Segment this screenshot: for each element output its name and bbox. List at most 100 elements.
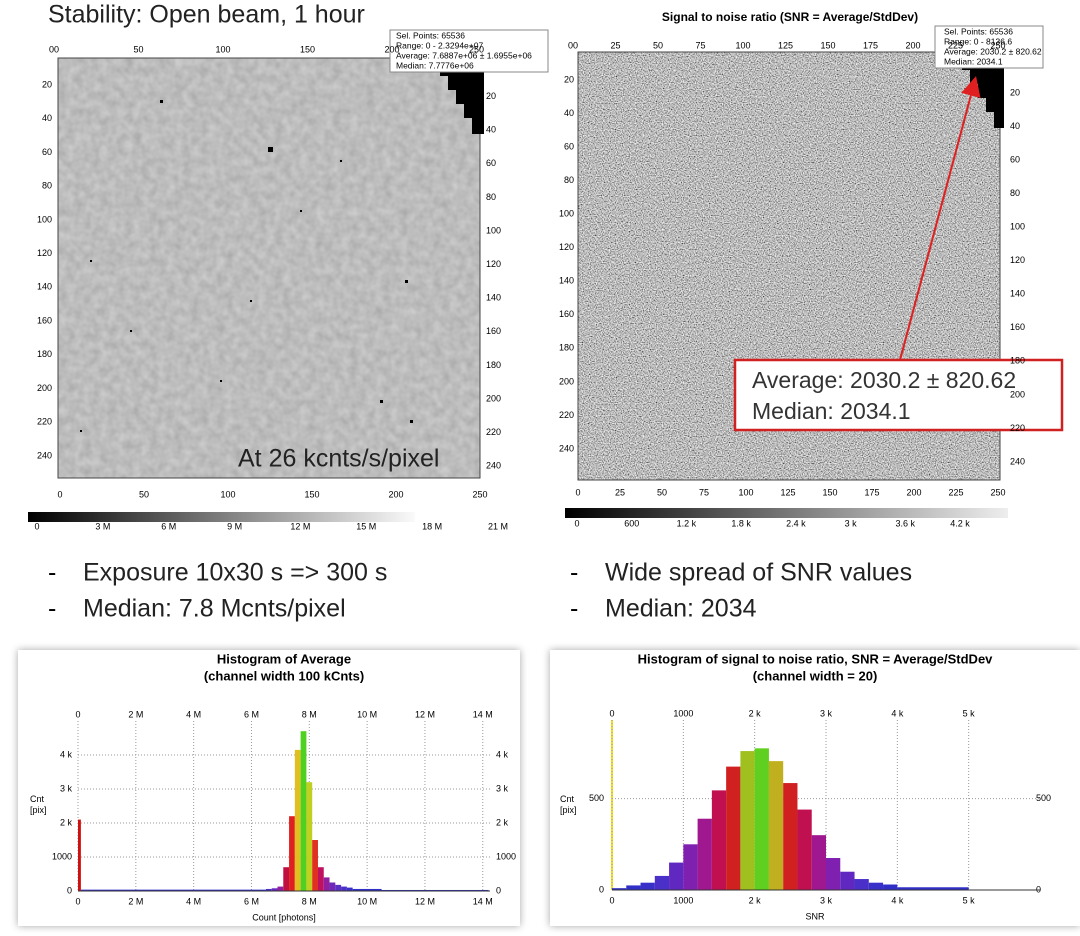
bullet-text: Median: 7.8 Mcnts/pixel <box>83 595 346 623</box>
x-tick-label: 50 <box>139 489 149 499</box>
histogram-bar <box>854 879 869 890</box>
x-tick-label: 5 k <box>963 895 976 905</box>
histogram-bar <box>294 749 301 891</box>
y-tick-label: 1000 <box>52 851 72 861</box>
histogram-bar <box>80 889 266 891</box>
histogram-bar <box>335 884 342 891</box>
info-line: Range: 0 - 8136.6 <box>944 36 1012 46</box>
x-tick-label: 8 M <box>302 896 317 906</box>
y-tick-label: 120 <box>559 242 574 252</box>
colorbar-tick-label: 3.6 k <box>896 518 916 528</box>
histogram-bar <box>654 875 670 890</box>
histogram-bar <box>826 858 841 890</box>
y-axis-label: Cnt [pix] <box>30 794 47 815</box>
info-line: Median: 2034.1 <box>944 56 1003 66</box>
x-tick-label: 125 <box>778 40 793 50</box>
y-tick-label: 500 <box>589 793 604 803</box>
x-tick-label: 0 <box>609 708 614 718</box>
colorbar <box>565 508 1008 518</box>
colorbar-tick-label: 3 M <box>95 521 110 531</box>
dead-pixels <box>80 100 413 432</box>
svg-text:-: - <box>570 595 578 623</box>
x-tick-label: 6 M <box>244 709 259 719</box>
y-tick-label: 20 <box>42 79 52 89</box>
histogram-bar <box>840 871 855 890</box>
x-tick-label: 14 M <box>473 709 493 719</box>
x-tick-label: 4 k <box>891 895 904 905</box>
histogram-bar <box>300 731 307 891</box>
x-tick-label: 225 <box>948 40 963 50</box>
y-tick-label: 120 <box>37 248 52 258</box>
map-overlay: At 26 kcnts/s/pixel <box>238 445 439 473</box>
x-tick-label: 25 <box>610 40 620 50</box>
x-tick-label: 0 <box>609 895 614 905</box>
x-tick-label: 250 <box>990 487 1005 497</box>
x-tick-label: 2 M <box>128 896 143 906</box>
y-tick-label: 60 <box>1010 154 1020 164</box>
y-tick-label: 220 <box>559 410 574 420</box>
map-frame <box>577 51 1001 481</box>
y-tick-label: 140 <box>486 293 501 303</box>
x-tick-label: 2 k <box>749 895 762 905</box>
y-tick-label: 2 k <box>60 817 73 827</box>
y-tick-label: 220 <box>1010 423 1025 433</box>
x-tick-label: 4 k <box>891 708 904 718</box>
colorbar-tick-label: 15 M <box>356 521 376 531</box>
histogram-bar <box>341 886 347 891</box>
callout-arrow <box>899 76 981 361</box>
x-tick-label: 150 <box>304 489 319 499</box>
histogram-bar <box>740 751 755 890</box>
y-tick-label: 240 <box>559 443 574 453</box>
colorbar-tick-label: 0 <box>34 521 39 531</box>
y-tick-label: 220 <box>486 427 501 437</box>
y-tick-label: 20 <box>564 74 574 84</box>
y-tick-label: 160 <box>1010 322 1025 332</box>
map-frame <box>57 57 481 479</box>
histogram-bar <box>381 889 489 891</box>
y-tick-label: 180 <box>486 360 501 370</box>
y-tick-label: 3 k <box>60 783 73 793</box>
x-tick-label: 00 <box>568 40 578 50</box>
histogram-bar <box>306 782 313 891</box>
bullet-text: Wide spread of SNR values <box>605 559 912 587</box>
callout-line: Average: 2030.2 ± 820.62 <box>752 367 1016 393</box>
x-tick-label: 3 k <box>820 708 833 718</box>
x-tick-label: 14 M <box>473 896 493 906</box>
x-tick-label: 250 <box>990 40 1005 50</box>
histogram-bar <box>897 887 969 890</box>
x-tick-label: 50 <box>657 487 667 497</box>
colorbar-tick-label: 1.2 k <box>677 518 697 528</box>
x-tick-label: 2 k <box>749 708 762 718</box>
bullet-text: Exposure 10x30 s => 300 s <box>83 559 387 587</box>
y-tick-label: 180 <box>37 349 52 359</box>
y-axis-label: Cnt [pix] <box>560 794 577 815</box>
y-tick-label: 100 <box>37 214 52 224</box>
colorbar-tick-label: 3 k <box>845 518 858 528</box>
x-tick-label: 50 <box>133 44 143 54</box>
x-tick-label: 100 <box>220 489 235 499</box>
info-line: Median: 7.7776e+06 <box>396 60 474 70</box>
histogram-bar <box>317 867 324 891</box>
x-tick-label: 200 <box>388 489 403 499</box>
y-tick-label: 0 <box>1036 884 1041 894</box>
chart-subtitle: (channel width = 20) <box>753 668 878 683</box>
y-tick-label: 160 <box>486 326 501 336</box>
y-tick-label: 80 <box>1010 188 1020 198</box>
info-line: Sel. Points: 65536 <box>396 30 465 40</box>
y-tick-label: 100 <box>486 225 501 235</box>
x-tick-label: 12 M <box>415 709 435 719</box>
histogram-bar <box>683 844 698 890</box>
x-tick-label: 200 <box>906 487 921 497</box>
x-tick-label: 75 <box>699 487 709 497</box>
x-tick-label: 0 <box>57 489 62 499</box>
x-tick-label: 1000 <box>673 708 693 718</box>
x-tick-label: 175 <box>863 40 878 50</box>
x-tick-label: 8 M <box>302 709 317 719</box>
x-tick-label: 6 M <box>244 896 259 906</box>
histogram-bar <box>329 882 336 891</box>
y-tick-label: 200 <box>37 383 52 393</box>
y-tick-label: 200 <box>559 376 574 386</box>
callout-line: Median: 2034.1 <box>752 398 911 424</box>
histogram-bar <box>868 882 884 890</box>
